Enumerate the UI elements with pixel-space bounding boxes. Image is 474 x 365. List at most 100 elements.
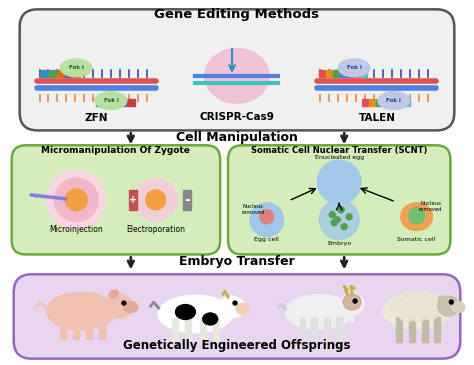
Ellipse shape (219, 296, 245, 318)
Bar (383, 99, 389, 105)
Bar (201, 318, 206, 342)
Circle shape (427, 294, 442, 310)
Text: Fok I: Fok I (69, 65, 84, 70)
Circle shape (329, 212, 335, 218)
Bar (73, 70, 80, 77)
Ellipse shape (46, 292, 116, 330)
Circle shape (65, 189, 87, 211)
FancyBboxPatch shape (14, 274, 460, 359)
Ellipse shape (203, 313, 218, 325)
Text: Enucleated egg: Enucleated egg (315, 155, 364, 160)
Ellipse shape (343, 294, 361, 310)
Text: Somatic Cell Nuclear Transfer (SCNT): Somatic Cell Nuclear Transfer (SCNT) (251, 146, 428, 155)
Bar (354, 70, 360, 77)
Bar (369, 99, 375, 105)
Ellipse shape (286, 295, 353, 329)
Bar (421, 317, 428, 342)
Bar (49, 70, 56, 77)
Text: +: + (129, 195, 137, 205)
Circle shape (423, 304, 438, 320)
Bar (99, 317, 105, 339)
Bar (396, 317, 402, 342)
Circle shape (334, 217, 340, 223)
Bar (60, 317, 66, 339)
Bar (340, 70, 346, 77)
Bar (213, 318, 219, 342)
Bar (96, 99, 103, 105)
Text: TALEN: TALEN (358, 114, 395, 123)
Bar (120, 99, 127, 105)
Bar (347, 70, 353, 77)
Ellipse shape (383, 293, 450, 329)
Ellipse shape (60, 59, 92, 77)
Ellipse shape (205, 49, 269, 103)
Text: CRISPR-Cas9: CRISPR-Cas9 (200, 112, 274, 123)
Circle shape (346, 214, 352, 220)
Bar (42, 70, 48, 77)
Bar (435, 317, 440, 342)
Bar (185, 318, 191, 342)
Ellipse shape (124, 301, 138, 312)
Ellipse shape (401, 203, 432, 231)
Bar (333, 70, 339, 77)
Circle shape (410, 306, 427, 322)
Bar (409, 317, 415, 342)
Circle shape (319, 200, 359, 239)
Circle shape (318, 160, 361, 204)
Bar (183, 190, 191, 210)
Circle shape (353, 299, 357, 303)
Bar (65, 70, 72, 77)
Text: Nucleus
removed: Nucleus removed (419, 201, 442, 212)
Ellipse shape (109, 290, 118, 298)
Text: Somatic cell: Somatic cell (397, 237, 436, 242)
Circle shape (134, 178, 177, 222)
Ellipse shape (378, 92, 410, 109)
Circle shape (341, 224, 347, 230)
Circle shape (122, 301, 126, 305)
Ellipse shape (452, 301, 465, 312)
Circle shape (338, 207, 344, 213)
Bar (397, 99, 403, 105)
Circle shape (55, 178, 98, 222)
Ellipse shape (340, 293, 364, 315)
Text: Gene Editing Methods: Gene Editing Methods (155, 8, 319, 21)
Bar (390, 99, 396, 105)
Circle shape (399, 306, 415, 322)
Text: Embryo: Embryo (327, 241, 351, 246)
Circle shape (233, 301, 237, 305)
Bar (129, 190, 137, 210)
Ellipse shape (105, 294, 133, 318)
Circle shape (403, 291, 419, 307)
Bar (104, 99, 111, 105)
Bar (57, 70, 64, 77)
Ellipse shape (236, 304, 250, 315)
Bar (173, 318, 178, 342)
Ellipse shape (338, 59, 370, 77)
Bar (300, 317, 305, 341)
Bar (128, 99, 135, 105)
Text: Embryo Transfer: Embryo Transfer (179, 255, 295, 268)
Ellipse shape (95, 92, 127, 109)
Bar (319, 70, 325, 77)
Text: Fok I: Fok I (103, 98, 118, 103)
Bar (326, 70, 332, 77)
Text: Genetically Engineered Offsprings: Genetically Engineered Offsprings (123, 339, 351, 352)
Text: -: - (184, 193, 190, 207)
Bar (73, 317, 79, 339)
Bar (362, 99, 368, 105)
Circle shape (391, 298, 407, 314)
Bar (311, 317, 318, 341)
Text: Fok I: Fok I (386, 98, 401, 103)
Text: Micromanipulation Of Zygote: Micromanipulation Of Zygote (42, 146, 191, 155)
Ellipse shape (438, 296, 459, 316)
Text: Microinjection: Microinjection (49, 225, 103, 234)
Bar (112, 99, 119, 105)
Ellipse shape (158, 295, 233, 333)
Circle shape (250, 203, 283, 237)
Text: Cell Manipulation: Cell Manipulation (176, 131, 298, 144)
Circle shape (260, 210, 273, 224)
Circle shape (331, 220, 337, 226)
Bar (86, 317, 92, 339)
Text: ZFN: ZFN (84, 114, 108, 123)
Ellipse shape (175, 304, 195, 319)
